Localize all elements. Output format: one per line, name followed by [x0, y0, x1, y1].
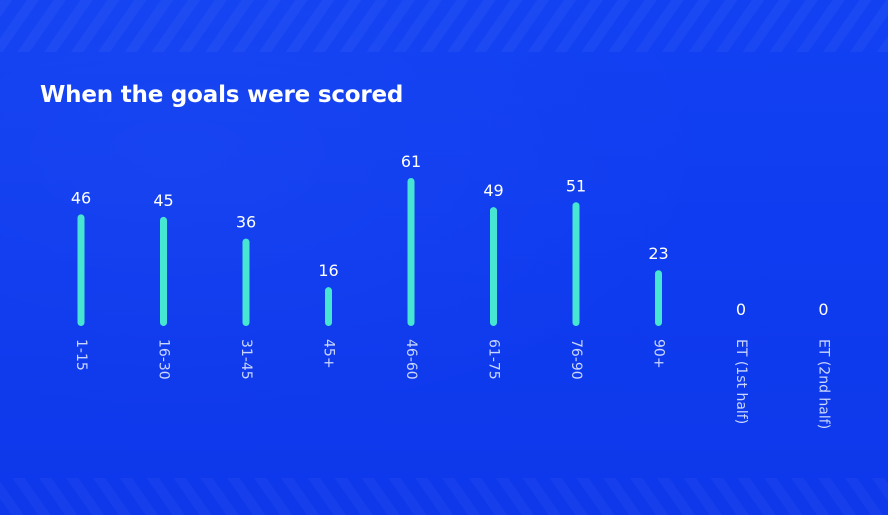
category-label: 31-45 [238, 339, 254, 380]
bar-46-60 [407, 178, 415, 326]
value-label: 46 [71, 188, 91, 207]
value-label: 45 [153, 191, 173, 210]
bar-1-15 [77, 214, 85, 326]
category-label: ET (1st half) [733, 339, 749, 424]
category-label: 46-60 [403, 339, 419, 380]
category-label: ET (2nd half) [816, 339, 832, 429]
value-label: 61 [401, 152, 421, 171]
category-label: 16-30 [156, 339, 172, 380]
value-label: 36 [236, 213, 256, 232]
bar-90+ [655, 270, 662, 326]
bar-16-30 [160, 216, 167, 326]
category-label: 90+ [651, 339, 667, 369]
category-label: 76-90 [568, 339, 584, 380]
value-label: 23 [648, 244, 668, 263]
category-label: 61-75 [486, 339, 502, 380]
bar-76-90 [572, 202, 580, 326]
value-label: 16 [318, 261, 338, 280]
value-label: 49 [483, 181, 503, 200]
value-label: 0 [818, 300, 828, 319]
chart-title: When the goals were scored [40, 82, 404, 108]
bar-45+ [325, 287, 332, 326]
category-label: 1-15 [73, 339, 89, 371]
value-label: 51 [566, 176, 586, 195]
category-label: 45+ [321, 339, 337, 369]
bar-61-75 [490, 207, 497, 326]
bar-31-45 [242, 238, 250, 326]
value-label: 0 [736, 300, 746, 319]
